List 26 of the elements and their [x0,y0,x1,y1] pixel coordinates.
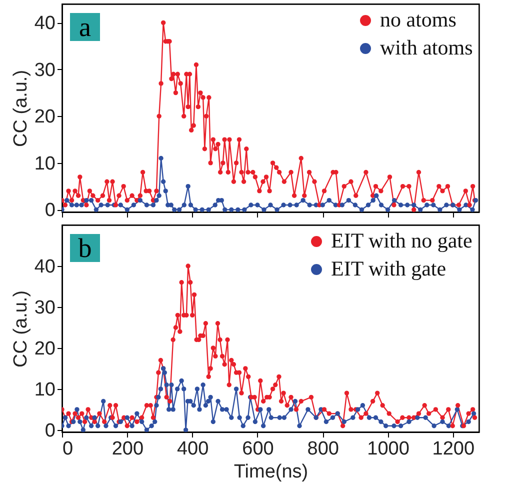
x-tick-label: 800 [307,438,339,460]
legend-label: EIT with gate [331,256,446,280]
y-tick-label: 40 [34,256,56,278]
y-tick-label: 30 [34,60,56,81]
y-axis-title: CC (a.u.) [10,290,32,368]
legend-label: no atoms [380,8,456,32]
annotation: a [79,12,92,42]
y-tick-label: 20 [34,106,56,128]
y-tick-label: 10 [34,153,56,174]
y-tick-label: 10 [34,379,56,400]
x-tick-label: 1200 [432,438,475,460]
y-tick-label: 40 [34,13,56,34]
x-tick-label: 1000 [367,438,410,460]
x-tick-label: 200 [112,438,144,460]
y-axis-title: CC (a.u.) [10,70,32,148]
x-axis-title: Time(ns) [234,462,308,482]
x-tick-label: 400 [176,438,209,460]
legend-label: EIT with no gate [331,228,472,252]
x-tick-label: 0 [62,438,74,460]
y-tick-label: 0 [44,200,56,222]
annotation: b [78,233,92,263]
y-tick-label: 30 [34,297,56,318]
legend-label: with atoms [380,36,473,60]
y-tick-label: 20 [34,338,56,360]
x-tick-label: 600 [242,438,274,460]
y-tick-label: 0 [44,420,56,442]
